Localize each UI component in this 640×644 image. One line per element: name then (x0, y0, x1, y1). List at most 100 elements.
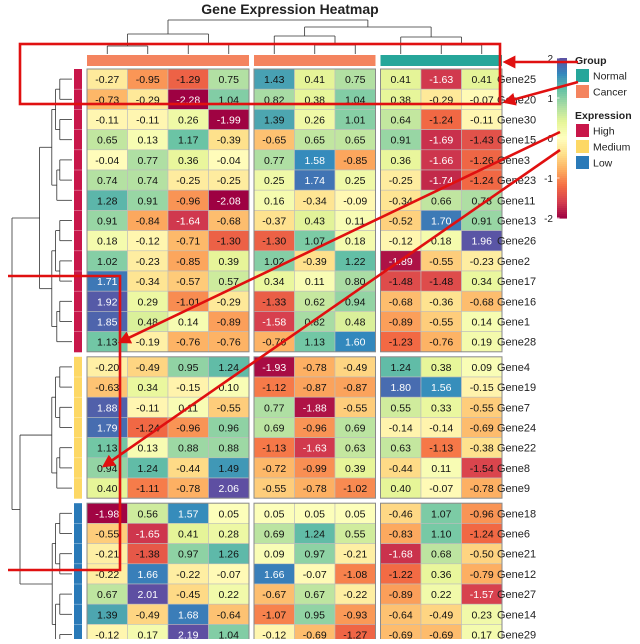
cell-value: 1.85 (97, 317, 118, 329)
cell-value: -0.93 (343, 609, 367, 621)
cell-value: 0.05 (264, 508, 285, 520)
column-group-segment (87, 55, 249, 66)
color-scale-step (557, 116, 567, 119)
cell-value: -0.76 (262, 337, 286, 349)
cell-value: -0.71 (176, 236, 200, 248)
red-annotations (8, 42, 579, 572)
cell-value: -0.27 (95, 74, 119, 86)
row-expression-segment (74, 478, 82, 499)
cell-value: -0.44 (176, 463, 200, 475)
cell-value: -0.99 (303, 463, 327, 475)
cell-value: 0.13 (138, 135, 159, 147)
cell-value: -1.57 (470, 589, 494, 601)
color-scale-tick-label: 1 (547, 94, 553, 105)
group-legend: Group Normal Cancer (575, 55, 627, 99)
cell-value: -1.27 (343, 630, 367, 640)
cell-value: 0.69 (264, 529, 285, 541)
cell-value: 0.14 (178, 317, 199, 329)
cell-value: -0.68 (389, 296, 413, 308)
cell-value: -0.44 (389, 463, 413, 475)
cell-value: 0.40 (97, 483, 118, 495)
row-expression-segment (74, 503, 82, 524)
color-scale-tick-label: -2 (544, 214, 553, 225)
cell-value: -1.26 (470, 155, 494, 167)
heatmap-cells: -0.27 -0.95 -1.29 0.75 1.43 0.41 0.75 0.41 -1.63… (86, 68, 503, 644)
row-label: Gene6 (497, 529, 530, 541)
color-scale-step (557, 154, 567, 157)
color-scale-step (557, 58, 567, 61)
cell-value: 0.63 (391, 443, 412, 455)
color-scale-step (557, 148, 567, 151)
cell-value: -0.34 (389, 195, 413, 207)
color-scale-step (557, 114, 567, 117)
cell-value: -0.55 (95, 529, 119, 541)
cell-value: 0.94 (345, 296, 366, 308)
group-legend-title: Group (575, 55, 607, 67)
arrow-to-left-cluster (117, 130, 561, 344)
color-scale-step (557, 176, 567, 179)
cell-value: -0.69 (303, 630, 327, 640)
cell-value: -0.25 (389, 175, 413, 187)
cell-value: 1.24 (305, 529, 326, 541)
cell-value: -0.22 (95, 569, 119, 581)
cell-value: 1.71 (97, 276, 118, 288)
row-label: Gene27 (497, 589, 536, 601)
cell-value: 0.75 (219, 74, 240, 86)
color-scale-step (557, 216, 567, 219)
cell-value: 0.11 (431, 463, 451, 475)
cell-value: -0.83 (389, 529, 413, 541)
cell-value: 0.05 (219, 508, 240, 520)
group-legend-swatch (576, 85, 589, 98)
cell-value: 1.88 (97, 402, 118, 414)
color-scale-tick-label: 2 (547, 54, 553, 65)
cell-value: 0.77 (138, 155, 159, 167)
cell-value: 0.33 (431, 402, 452, 414)
cell-value: 0.11 (345, 216, 365, 228)
cell-value: -0.37 (262, 216, 286, 228)
cell-value: -1.22 (389, 569, 413, 581)
cell-value: 0.41 (391, 74, 412, 86)
cell-value: 0.91 (138, 195, 159, 207)
cell-value: 0.43 (305, 216, 326, 228)
color-scale-step (557, 88, 567, 91)
cell-value: 0.40 (391, 483, 412, 495)
row-label: Gene30 (497, 115, 536, 127)
cell-value: 1.24 (391, 362, 412, 374)
cell-value: 0.67 (305, 589, 326, 601)
cluster-block-border (380, 356, 503, 499)
cell-value: -0.12 (389, 236, 413, 248)
color-scale-step (557, 168, 567, 171)
cell-value: -0.11 (136, 402, 159, 414)
row-expression-segment (74, 331, 82, 353)
row-dendrogram (11, 78, 72, 644)
row-expression-segment (74, 457, 82, 479)
cell-value: 0.95 (178, 362, 199, 374)
cell-value: 0.26 (178, 115, 199, 127)
color-scale-step (557, 202, 567, 205)
row-label: Gene19 (497, 382, 536, 394)
color-scale-step (557, 172, 567, 175)
color-scale-step (557, 124, 567, 127)
cell-value: -0.49 (343, 362, 367, 374)
cell-value: 0.96 (219, 423, 240, 435)
color-scale-step (557, 106, 567, 109)
cell-value: 0.29 (138, 296, 159, 308)
color-scale-step (557, 158, 567, 161)
cell-value: 1.01 (345, 115, 366, 127)
row-expression-segment (74, 89, 82, 110)
cell-value: -0.85 (343, 155, 367, 167)
color-scale-step (557, 118, 567, 121)
cell-value: 0.57 (219, 276, 240, 288)
cell-value: -0.39 (303, 256, 327, 268)
cell-value: -0.12 (262, 630, 286, 640)
color-scale-step (557, 152, 567, 155)
cell-value: -1.64 (176, 216, 200, 228)
cell-value: -1.99 (217, 115, 241, 127)
color-scale-step (557, 64, 567, 67)
cell-value: 1.07 (305, 236, 326, 248)
cell-value: 1.39 (97, 609, 118, 621)
cell-value: 0.55 (391, 402, 412, 414)
row-expression-segment (74, 356, 82, 378)
color-scale-step (557, 100, 567, 103)
cell-value: 0.63 (345, 443, 366, 455)
